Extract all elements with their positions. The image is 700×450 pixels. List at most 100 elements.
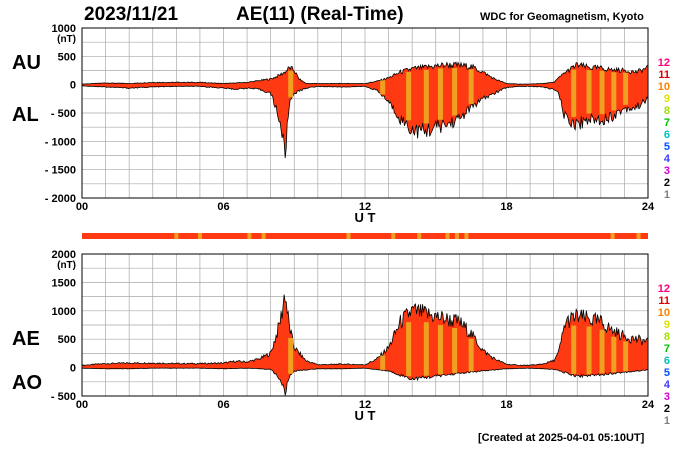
ae-ao-unit-label: (nT) (57, 260, 76, 271)
au-al-scale-label: 2 (664, 177, 670, 189)
ae-ao-ytick-label: - 500 (51, 391, 76, 403)
au-al-scale-label: 12 (658, 57, 670, 69)
ae-ao-station-band (423, 322, 429, 376)
au-al-station-band (623, 72, 629, 105)
au-label: AU (12, 52, 41, 74)
au-al-station-band (380, 80, 386, 95)
ae-ao-scale-label: 11 (658, 295, 670, 307)
au-al-ytick-label: 500 (58, 51, 76, 63)
station-strip-bar (82, 233, 648, 239)
au-al-station-band (571, 69, 577, 117)
ae-ao-scale-label: 7 (664, 343, 670, 355)
ae-ao-ytick-label: 2000 (52, 249, 76, 261)
au-al-station-band (288, 70, 294, 98)
ae-ao-ytick-label: 0 (70, 363, 76, 375)
au-al-unit-label: (nT) (57, 34, 76, 45)
station-strip-mark (417, 233, 422, 239)
ae-ao-station-band (586, 326, 592, 375)
station-strip-mark (174, 233, 179, 239)
au-al-xtick-label: 00 (76, 201, 88, 213)
station-strip-mark (610, 233, 615, 239)
ae-ao-scale-label: 3 (664, 391, 670, 403)
au-al-station-band (586, 70, 592, 114)
ae-ao-scale-label: 9 (664, 319, 670, 331)
au-al-scale-label: 4 (664, 153, 671, 165)
chart-title: AE(11) (Real-Time) (236, 4, 404, 25)
ae-ao-xtick-label: 12 (359, 399, 371, 411)
station-strip-mark (445, 233, 450, 239)
ao-label: AO (12, 372, 42, 394)
source-label: WDC for Geomagnetism, Kyoto (480, 11, 644, 23)
au-al-ytick-label: - 1000 (45, 136, 76, 148)
ae-ao-station-band (571, 325, 577, 374)
au-al-station-band (423, 69, 429, 124)
ae-ao-ytick-label: 1000 (52, 306, 76, 318)
au-al-scale-label: 10 (658, 81, 670, 93)
au-al-scale-label: 11 (658, 69, 670, 81)
ae-ao-scale-label: 4 (664, 379, 671, 391)
ae-ao-station-band (452, 328, 458, 373)
ae-ao-frame (81, 253, 649, 397)
au-al-ytick-label: 1000 (52, 23, 76, 35)
ae-ao-scale-label: 2 (664, 403, 670, 415)
ae-ao-scale-label: 10 (658, 307, 670, 319)
station-strip-mark (636, 233, 641, 239)
au-al-scale-label: 9 (664, 93, 670, 105)
ae-ao-station-band (437, 325, 443, 375)
ae-ao-station-band (380, 355, 386, 370)
au-al-station-band (468, 69, 474, 104)
station-strip-mark (197, 233, 202, 239)
ae-ao-station-band (468, 338, 474, 372)
au-al-frame (81, 27, 649, 199)
au-al-scale-label: 1 (664, 189, 670, 201)
ae-ao-xtick-label: 24 (642, 399, 655, 411)
au-al-scale-label: 3 (664, 165, 670, 177)
au-al-x-axis-label: U T (355, 210, 376, 225)
ae-ao-scale-label: 8 (664, 331, 670, 343)
au-al-xtick-label: 06 (217, 201, 229, 213)
ae-ao-scale-label: 5 (664, 367, 670, 379)
ae-ao-scale-label: 12 (658, 283, 670, 295)
ae-label: AE (12, 328, 40, 350)
ae-ao-station-band (288, 338, 294, 374)
ae-ao-area (81, 294, 649, 396)
ae-ao-xtick-label: 06 (217, 399, 229, 411)
ae-ao-station-band (611, 336, 617, 373)
created-timestamp: [Created at 2025-04-01 05:10UT] (478, 432, 645, 444)
au-al-xtick-label: 12 (359, 201, 371, 213)
ae-ao-x-axis-label: U T (355, 408, 376, 423)
station-strip-mark (346, 233, 351, 239)
au-al-station-band (406, 72, 412, 121)
al-label: AL (12, 104, 39, 126)
au-al-station-band (611, 72, 617, 111)
station-strip-mark (247, 233, 252, 239)
au-al-scale-label: 5 (664, 141, 670, 153)
au-al-station-band (452, 68, 458, 116)
au-al-ytick-label: - 1500 (45, 165, 76, 177)
station-strip-mark (391, 233, 396, 239)
ae-ao-station-band (406, 322, 412, 377)
ae-ao-scale-label: 6 (664, 355, 670, 367)
au-al-station-band (437, 68, 443, 120)
station-strip-mark (454, 233, 459, 239)
date-label: 2023/11/21 (84, 4, 179, 25)
au-al-ytick-label: 0 (70, 80, 76, 92)
au-al-scale-label: 7 (664, 117, 670, 129)
station-strip-mark (261, 233, 266, 239)
au-al-ytick-label: - 500 (51, 108, 76, 120)
ae-ao-station-band (623, 341, 629, 372)
station-strip (82, 233, 648, 239)
au-al-ytick-label: - 2000 (45, 193, 76, 205)
au-al-scale-label: 8 (664, 105, 670, 117)
station-strip-mark (464, 233, 469, 239)
au-al-chart: 1000 500 0 - 500 - 1000 - 1500 - 2000 (nT) 00 06 1… (45, 23, 671, 225)
au-al-xtick-label: 18 (500, 201, 512, 213)
ae-ao-xtick-label: 00 (76, 399, 88, 411)
ae-ao-station-band (599, 329, 605, 374)
ae-ao-ytick-label: 500 (58, 334, 76, 346)
ae-ao-ytick-label: 1500 (52, 277, 76, 289)
au-al-area (81, 61, 649, 159)
ae-ao-xtick-label: 18 (500, 399, 512, 411)
